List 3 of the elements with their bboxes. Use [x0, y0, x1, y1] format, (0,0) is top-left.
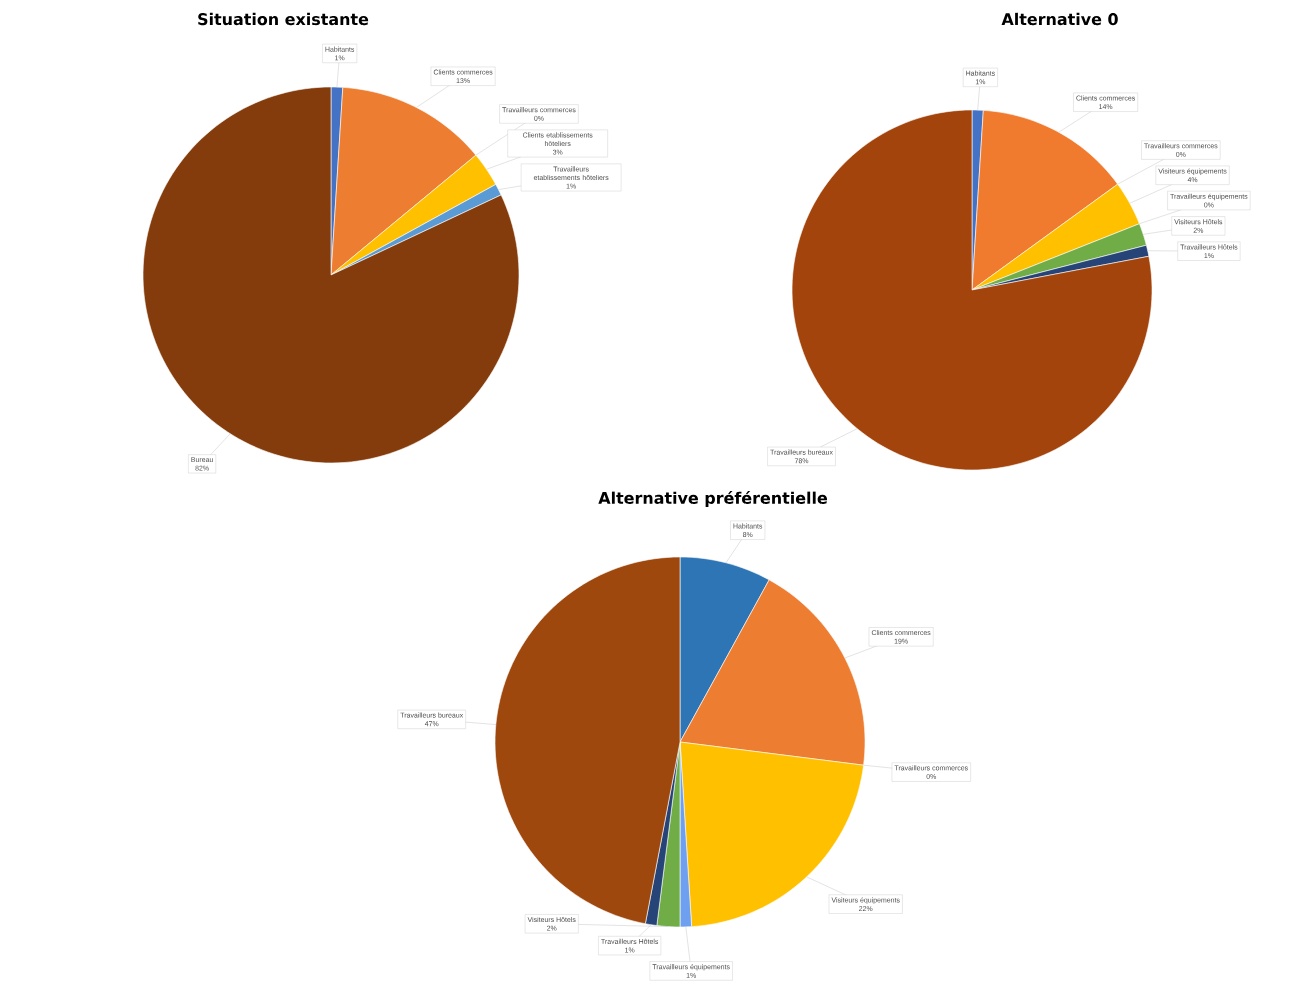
chart-title: Situation existante	[198, 12, 369, 26]
chart-title: Alternative 0	[1001, 12, 1118, 26]
chart-title: Alternative préférentielle	[598, 490, 827, 508]
